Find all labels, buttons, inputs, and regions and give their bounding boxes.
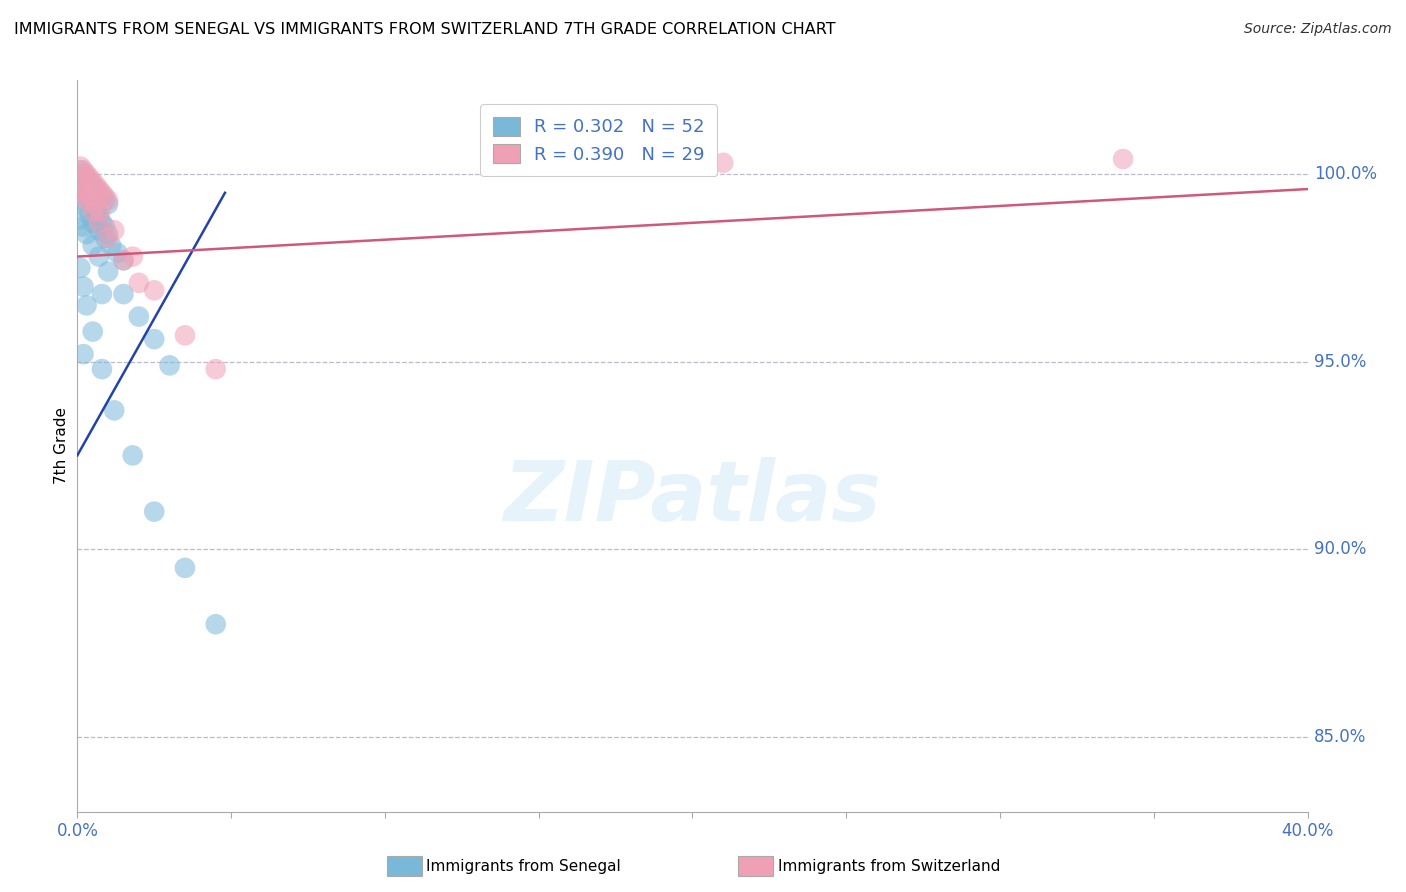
Point — [76, 201, 98, 215]
Point — [94, 219, 117, 234]
Point — [174, 561, 197, 575]
Point — [82, 178, 104, 193]
Point — [72, 219, 94, 234]
Point — [97, 227, 120, 241]
Point — [97, 197, 120, 211]
Point — [72, 194, 94, 208]
Point — [82, 325, 104, 339]
Point — [77, 189, 100, 203]
Point — [94, 194, 117, 208]
Point — [174, 328, 197, 343]
Y-axis label: 7th Grade: 7th Grade — [53, 408, 69, 484]
Point — [143, 332, 166, 346]
Point — [94, 189, 117, 203]
Text: Source: ZipAtlas.com: Source: ZipAtlas.com — [1244, 22, 1392, 37]
Point — [143, 505, 166, 519]
Text: 90.0%: 90.0% — [1313, 541, 1367, 558]
Point — [79, 208, 101, 222]
Point — [82, 197, 104, 211]
Point — [72, 167, 94, 181]
Point — [90, 216, 114, 230]
Text: 100.0%: 100.0% — [1313, 165, 1376, 183]
Point — [69, 178, 91, 193]
Point — [94, 231, 117, 245]
Text: Immigrants from Senegal: Immigrants from Senegal — [426, 859, 621, 873]
Point — [69, 260, 91, 275]
Point — [76, 186, 98, 200]
Point — [84, 182, 107, 196]
Point — [84, 178, 107, 193]
Point — [82, 204, 104, 219]
Point — [72, 163, 94, 178]
Text: Immigrants from Switzerland: Immigrants from Switzerland — [778, 859, 1000, 873]
Point — [72, 186, 94, 200]
Point — [83, 197, 105, 211]
Text: ZIPatlas: ZIPatlas — [503, 457, 882, 538]
Point — [87, 216, 110, 230]
Point — [70, 182, 93, 196]
Point — [69, 175, 91, 189]
Legend: R = 0.302   N = 52, R = 0.390   N = 29: R = 0.302 N = 52, R = 0.390 N = 29 — [479, 104, 717, 177]
Point — [87, 186, 110, 200]
Point — [1112, 152, 1135, 166]
Point — [82, 216, 104, 230]
Point — [90, 287, 114, 301]
Text: 95.0%: 95.0% — [1313, 352, 1367, 370]
Point — [76, 167, 98, 181]
Point — [143, 283, 166, 297]
Point — [121, 449, 143, 463]
Point — [76, 194, 98, 208]
Point — [76, 170, 98, 185]
Point — [204, 617, 226, 632]
Point — [128, 276, 150, 290]
Point — [69, 163, 91, 178]
Point — [128, 310, 150, 324]
Point — [89, 204, 111, 219]
Point — [121, 250, 143, 264]
Point — [100, 238, 122, 252]
Point — [711, 156, 734, 170]
Point — [87, 182, 110, 196]
Point — [76, 227, 98, 241]
Point — [97, 264, 120, 278]
Point — [103, 223, 125, 237]
Point — [90, 362, 114, 376]
Point — [112, 287, 135, 301]
Point — [69, 186, 91, 200]
Point — [204, 362, 226, 376]
Text: 85.0%: 85.0% — [1313, 728, 1367, 746]
Point — [79, 170, 101, 185]
Point — [90, 186, 114, 200]
Point — [72, 347, 94, 361]
Point — [82, 238, 104, 252]
Point — [159, 359, 181, 373]
Point — [72, 182, 94, 196]
Point — [90, 189, 114, 203]
Point — [97, 194, 120, 208]
Point — [87, 223, 110, 237]
Point — [79, 175, 101, 189]
Point — [84, 204, 107, 219]
Point — [79, 194, 101, 208]
Point — [112, 253, 135, 268]
Point — [97, 231, 120, 245]
Point — [76, 298, 98, 312]
Point — [69, 160, 91, 174]
Point — [112, 253, 135, 268]
Point — [72, 279, 94, 293]
Point — [82, 175, 104, 189]
Text: IMMIGRANTS FROM SENEGAL VS IMMIGRANTS FROM SWITZERLAND 7TH GRADE CORRELATION CHA: IMMIGRANTS FROM SENEGAL VS IMMIGRANTS FR… — [14, 22, 835, 37]
Point — [87, 208, 110, 222]
Point — [105, 245, 128, 260]
Point — [87, 250, 110, 264]
Point — [103, 403, 125, 417]
Point — [69, 212, 91, 227]
